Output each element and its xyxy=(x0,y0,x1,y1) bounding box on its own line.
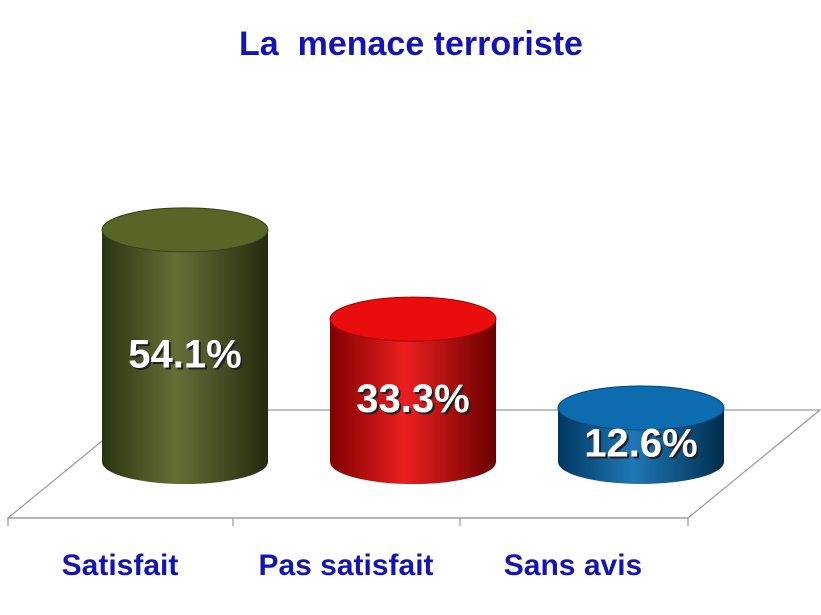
x-tick-label: Pas satisfait xyxy=(258,549,433,582)
value-label: 54.1% xyxy=(128,333,241,377)
x-tick-label: Satisfait xyxy=(62,549,179,582)
cylinder: 12.6%12.6% xyxy=(557,385,725,484)
plot: 54.1%54.1% 33.3%33.3% 12.6%12.6% xyxy=(101,207,725,484)
value-label: 12.6% xyxy=(584,422,697,466)
value-label-shadow: 12.6% xyxy=(586,424,699,468)
cylinder: 54.1%54.1% xyxy=(101,207,269,484)
bar xyxy=(330,319,496,484)
x-tick-label: Sans avis xyxy=(504,549,642,582)
value-label-shadow: 33.3% xyxy=(358,379,471,423)
chart-title: La menace terroriste xyxy=(239,25,583,63)
value-label-shadow: 54.1% xyxy=(130,335,243,379)
bar-top xyxy=(101,207,269,253)
value-label: 33.3% xyxy=(356,377,469,421)
bar-top xyxy=(329,296,497,342)
cylinder: 33.3%33.3% xyxy=(329,296,497,484)
bar-top xyxy=(557,385,725,431)
bar xyxy=(102,229,268,484)
